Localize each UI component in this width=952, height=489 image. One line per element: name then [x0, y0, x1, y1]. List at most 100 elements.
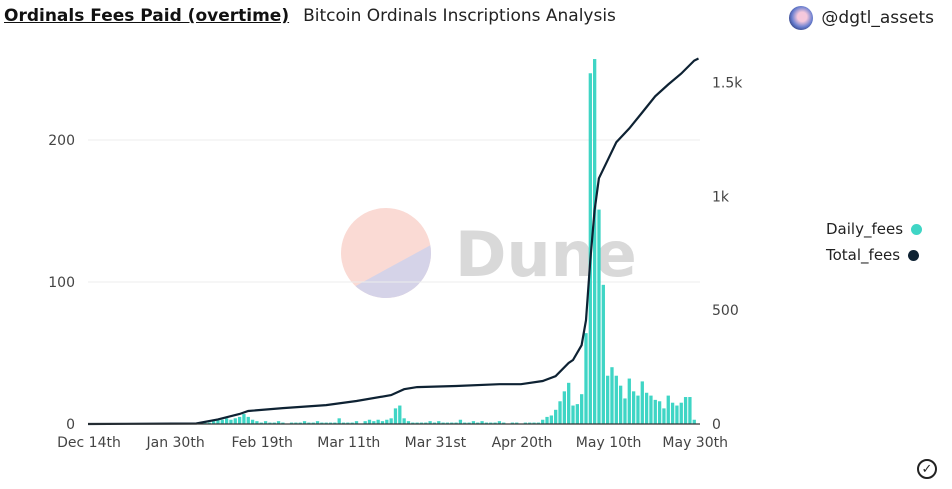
daily-fee-bar — [497, 421, 502, 424]
chart-header: Ordinals Fees Paid (overtime) Bitcoin Or… — [4, 6, 616, 26]
daily-fee-bar — [445, 422, 450, 424]
watermark: Dune — [341, 208, 637, 298]
daily-fee-bar — [662, 408, 666, 424]
x-tick-label: May 10th — [576, 435, 642, 451]
y-right-tick-label: 500 — [712, 303, 739, 319]
x-tick-label: Dec 14th — [57, 435, 121, 451]
daily-fee-bar — [458, 419, 463, 424]
daily-fee-bar — [545, 416, 549, 424]
daily-fee-bar — [216, 419, 220, 424]
daily-fee-bar — [272, 422, 276, 424]
daily-fee-bar — [328, 422, 333, 424]
x-tick-label: Mar 31st — [405, 435, 467, 451]
daily-fee-bar — [610, 367, 614, 424]
daily-fee-bar — [623, 398, 627, 424]
daily-fee-bar — [450, 422, 454, 424]
legend-label: Total_fees — [826, 246, 901, 264]
daily-fee-bar — [532, 422, 536, 424]
daily-fee-bar — [350, 422, 354, 424]
daily-fee-bar — [636, 395, 640, 424]
author-link[interactable]: @dgtl_assets — [789, 6, 934, 30]
daily-fee-bar — [207, 422, 211, 424]
author-name: @dgtl_assets — [821, 8, 934, 28]
y-right-tick-label: 1.5k — [712, 75, 743, 91]
daily-fee-bar — [567, 382, 571, 424]
daily-fee-bar — [268, 422, 272, 424]
daily-fee-bar — [346, 422, 350, 424]
avatar — [789, 6, 814, 30]
daily-fee-bar — [302, 421, 307, 424]
daily-fee-bar — [554, 409, 558, 424]
daily-fee-bar — [541, 419, 545, 424]
daily-fee-bar — [562, 391, 566, 424]
daily-fee-bar — [480, 421, 484, 424]
daily-fee-bar — [515, 422, 519, 424]
daily-fee-bar — [424, 422, 428, 424]
daily-fee-bar — [233, 418, 237, 424]
daily-fee-bar — [311, 422, 315, 424]
daily-fee-bar — [237, 416, 242, 424]
daily-fee-bar — [649, 395, 653, 424]
daily-fee-bar — [276, 421, 281, 424]
daily-fee-bar — [493, 422, 497, 424]
daily-fee-bar — [229, 419, 233, 424]
legend-label: Daily_fees — [826, 220, 904, 238]
daily-fee-bar — [644, 392, 649, 424]
chart-title-link[interactable]: Ordinals Fees Paid (overtime) — [4, 6, 290, 26]
x-tick-label: Feb 19th — [231, 435, 292, 451]
legend-dot-icon — [911, 223, 923, 235]
daily-fee-bar — [298, 422, 302, 424]
daily-fee-bar — [502, 422, 506, 424]
daily-fee-bar — [653, 399, 657, 424]
daily-fee-bar — [580, 394, 584, 424]
daily-fee-bar — [337, 418, 341, 424]
daily-fee-bar — [558, 401, 562, 424]
daily-fee-bar — [385, 419, 389, 424]
legend-daily-fees[interactable]: Daily_fees — [826, 220, 923, 238]
daily-fee-bar — [324, 422, 328, 424]
daily-fee-bar — [528, 422, 532, 424]
daily-fee-bar — [523, 422, 528, 424]
y-left-tick-label: 100 — [48, 275, 75, 291]
daily-fee-bar — [597, 209, 601, 424]
daily-fee-bar — [467, 422, 471, 424]
daily-fee-bar — [242, 414, 246, 424]
daily-fee-bar — [315, 421, 320, 424]
legend-dot-icon — [908, 249, 920, 261]
daily-fee-bar — [419, 422, 424, 424]
daily-fee-bar — [341, 422, 346, 424]
daily-fee-bar — [627, 378, 631, 424]
daily-fee-bar — [601, 284, 605, 424]
daily-fee-bar — [683, 397, 688, 424]
daily-fee-bar — [666, 395, 670, 424]
watermark-text: Dune — [455, 218, 637, 291]
daily-fee-bar — [333, 422, 337, 424]
legend-total-fees[interactable]: Total_fees — [826, 246, 920, 264]
daily-fee-bar — [294, 422, 298, 424]
daily-fee-bar — [250, 419, 255, 424]
checkmark-icon[interactable]: ✓ — [917, 459, 937, 479]
daily-fee-bar — [489, 422, 493, 424]
daily-fee-bar — [510, 422, 515, 424]
daily-fee-bar — [389, 418, 393, 424]
daily-fee-bar — [224, 418, 229, 424]
daily-fee-bar — [575, 404, 579, 424]
total-fees-line — [87, 57, 699, 426]
y-left-tick-label: 200 — [48, 133, 75, 149]
daily-fee-bar — [675, 405, 679, 424]
daily-fee-bar — [454, 422, 458, 424]
x-tick-label: Mar 11th — [317, 435, 380, 451]
daily-fee-bar — [614, 375, 618, 424]
x-tick-label: Jan 30th — [145, 435, 204, 451]
daily-fee-bar — [463, 422, 467, 424]
daily-fee-bar — [441, 422, 445, 424]
daily-fee-bar — [203, 422, 207, 424]
y-right-tick-label: 0 — [712, 417, 721, 433]
daily-fee-bar — [363, 421, 367, 424]
y-right-tick-label: 1k — [712, 189, 730, 205]
daily-fee-bar — [432, 422, 437, 424]
daily-fee-bar — [670, 402, 675, 424]
daily-fee-bar — [307, 422, 311, 424]
daily-fee-bar — [631, 391, 636, 424]
daily-fee-bar — [372, 421, 376, 424]
